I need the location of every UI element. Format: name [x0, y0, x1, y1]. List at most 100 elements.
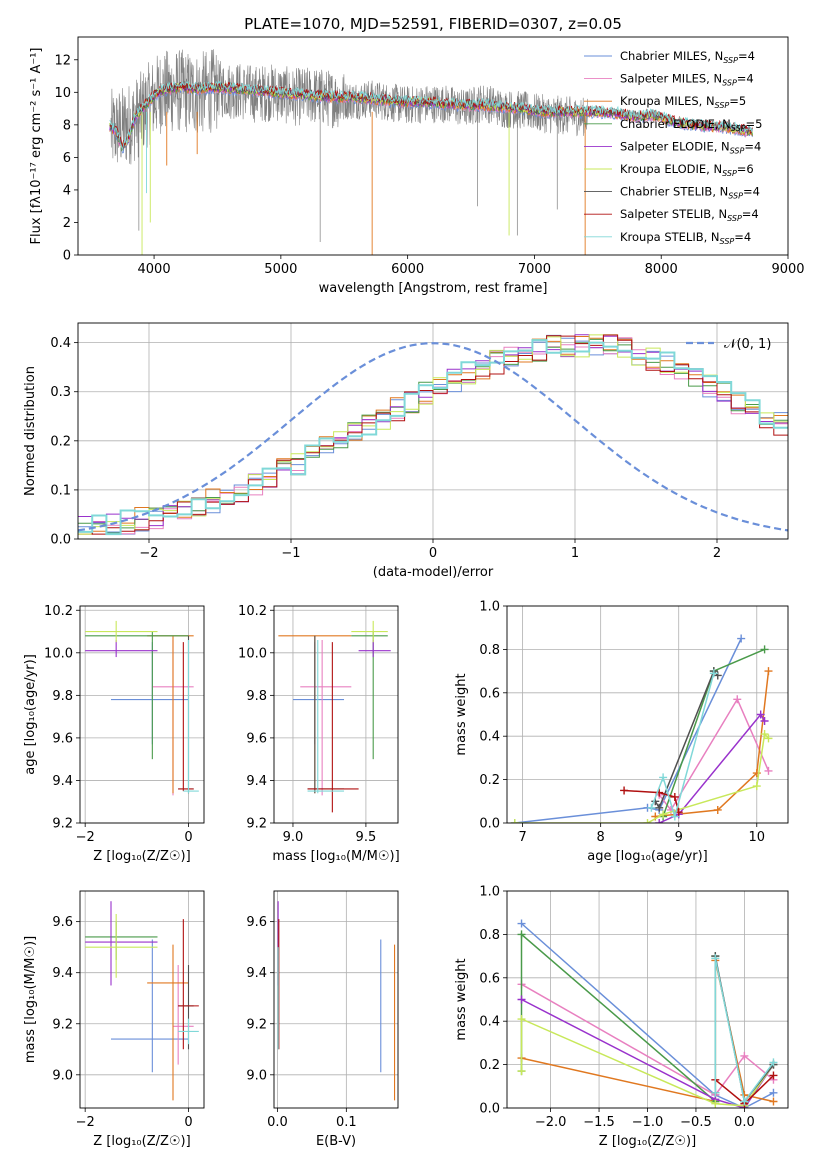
- series-kroupa-elodie: [510, 730, 773, 823]
- model-line-salpeter-stelib: [109, 81, 753, 149]
- series-line: [514, 638, 742, 823]
- y-tick-label: 0.8: [479, 928, 500, 943]
- data-spectrum-line: [110, 49, 588, 165]
- x-tick-label: −1.0: [632, 1115, 664, 1130]
- axes-frame: [79, 605, 205, 824]
- point-chabrier-stelib: [178, 965, 194, 1050]
- y-axis-label: mass [log₁₀(M/M☉)]: [23, 936, 38, 1063]
- y-tick-label: 0.0: [479, 1102, 500, 1117]
- y-tick-label: 6: [63, 151, 71, 166]
- point-salpeter-stelib: [178, 919, 199, 1050]
- y-tick-label: 10: [54, 86, 71, 101]
- point-kroupa-elodie: [351, 620, 388, 643]
- series-chabrier-miles: [510, 634, 746, 823]
- series-line: [514, 732, 770, 823]
- x-tick-label: −2.0: [535, 1115, 567, 1130]
- series-line: [624, 789, 680, 813]
- x-tick-label: 7: [518, 830, 526, 845]
- legend-entry: Chabrier STELIB, NSSP=4: [620, 185, 760, 201]
- x-tick-label: −2: [76, 830, 95, 845]
- point-marker: [737, 634, 746, 643]
- point-salpeter-elodie: [358, 640, 391, 658]
- plot-area: [277, 901, 396, 1101]
- panel-mass-vs-ebv: 0.0 0.1 9.0 9.2 9.4 9.6 E(B-V): [246, 890, 399, 1149]
- y-tick-label: 0.6: [479, 686, 500, 701]
- point-chabrier-elodie: [85, 921, 158, 960]
- x-tick-label: 0.0: [734, 1115, 755, 1130]
- point-marker: [517, 1067, 526, 1076]
- point-marker: [655, 803, 664, 812]
- point-chabrier-elodie: [85, 631, 189, 760]
- plot-area: [85, 901, 199, 1101]
- point-kroupa-stelib: [178, 1018, 199, 1045]
- x-tick-label: −1.5: [583, 1115, 615, 1130]
- gaussian-model-line: [78, 342, 788, 532]
- point-salpeter-elodie: [85, 901, 158, 986]
- legend-entry: Kroupa STELIB, NSSP=4: [620, 230, 751, 246]
- x-tick-label: 0.0: [267, 1115, 288, 1130]
- y-tick-label: 0.4: [479, 730, 500, 745]
- point-kroupa-miles: [147, 635, 194, 794]
- point-marker: [740, 1051, 749, 1060]
- y-tick-label: 9.4: [246, 774, 267, 789]
- legend-entry: Chabrier MILES, NSSP=4: [620, 49, 755, 65]
- point-marker: [517, 919, 526, 928]
- series-line: [658, 697, 770, 812]
- point-marker: [764, 667, 773, 676]
- panel-age-vs-mass: 9.0 9.5 9.2 9.4 9.6 9.8 10.0 10.2 mass [log₁₀(M/…: [238, 604, 400, 864]
- x-tick-label: 6000: [391, 262, 424, 277]
- y-tick-label: 0.2: [479, 773, 500, 788]
- point-marker: [643, 819, 652, 823]
- x-tick-label: 0.1: [336, 1115, 357, 1130]
- point-marker: [769, 1071, 778, 1080]
- y-tick-label: 9.6: [52, 915, 73, 930]
- point-marker: [709, 669, 718, 678]
- x-tick-label: 7000: [518, 262, 551, 277]
- x-tick-label: −0.5: [680, 1115, 712, 1130]
- y-axis-label: Flux [fλ10⁻¹⁷ erg cm⁻² s⁻¹ A⁻¹]: [29, 48, 44, 245]
- y-tick-label: 10.0: [238, 646, 267, 661]
- y-tick-label: 9.2: [246, 1017, 267, 1032]
- panel-weight-vs-Z: −2.0 −1.5 −1.0 −0.5 0.0 0.0 0.2 0.4 0.6 0.8 1.0 Z […: [454, 885, 789, 1149]
- y-tick-label: 10.2: [238, 604, 267, 619]
- point-marker: [620, 786, 629, 795]
- x-axis-label: Z [log₁₀(Z/Z☉)]: [599, 1134, 696, 1149]
- point-marker: [659, 773, 668, 782]
- point-marker: [769, 1097, 778, 1106]
- point-marker: [760, 717, 769, 726]
- series-kroupa-stelib: [711, 954, 778, 1106]
- plot-area: [510, 634, 773, 823]
- y-tick-label: 0.4: [479, 1015, 500, 1030]
- y-tick-label: 0.4: [50, 336, 71, 351]
- panel-residuals: −2 −1 0 1 2 0.0 0.1 0.2 0.3 0.4 (data-model)/error…: [23, 322, 789, 580]
- x-tick-label: 5000: [264, 262, 297, 277]
- x-tick-label: 9: [675, 830, 683, 845]
- point-salpeter-stelib: [307, 642, 359, 813]
- y-tick-label: 9.2: [246, 817, 267, 832]
- y-tick-label: 9.6: [52, 731, 73, 746]
- y-tick-label: 10.0: [44, 646, 73, 661]
- point-marker: [659, 810, 668, 819]
- y-tick-label: 8: [63, 118, 71, 133]
- point-marker: [713, 805, 722, 814]
- x-axis-label: age [log₁₀(age/yr)]: [587, 849, 708, 864]
- point-chabrier-miles: [111, 642, 189, 745]
- x-tick-label: 0: [184, 1115, 192, 1130]
- x-tick-label: 2: [713, 546, 721, 561]
- panel-mass-vs-Z: −2 0 9.0 9.2 9.4 9.6 Z [log₁₀(Z/Z☉)] mass [log₁…: [23, 890, 205, 1149]
- model-line-kroupa-stelib: [109, 80, 753, 150]
- plot-area: [517, 919, 778, 1108]
- y-tick-label: 9.4: [52, 966, 73, 981]
- point-kroupa-miles: [147, 944, 189, 1101]
- y-tick-label: 0.2: [50, 434, 71, 449]
- y-tick-label: 0.6: [479, 971, 500, 986]
- point-chabrier-stelib: [178, 635, 194, 794]
- point-marker: [752, 782, 761, 791]
- y-tick-label: 9.2: [52, 1017, 73, 1032]
- legend-entry: Kroupa MILES, NSSP=5: [620, 94, 746, 110]
- y-tick-label: 2: [63, 216, 71, 231]
- point-marker: [670, 812, 679, 821]
- point-marker: [655, 819, 664, 823]
- point-marker: [517, 995, 526, 1004]
- y-tick-label: 9.2: [52, 817, 73, 832]
